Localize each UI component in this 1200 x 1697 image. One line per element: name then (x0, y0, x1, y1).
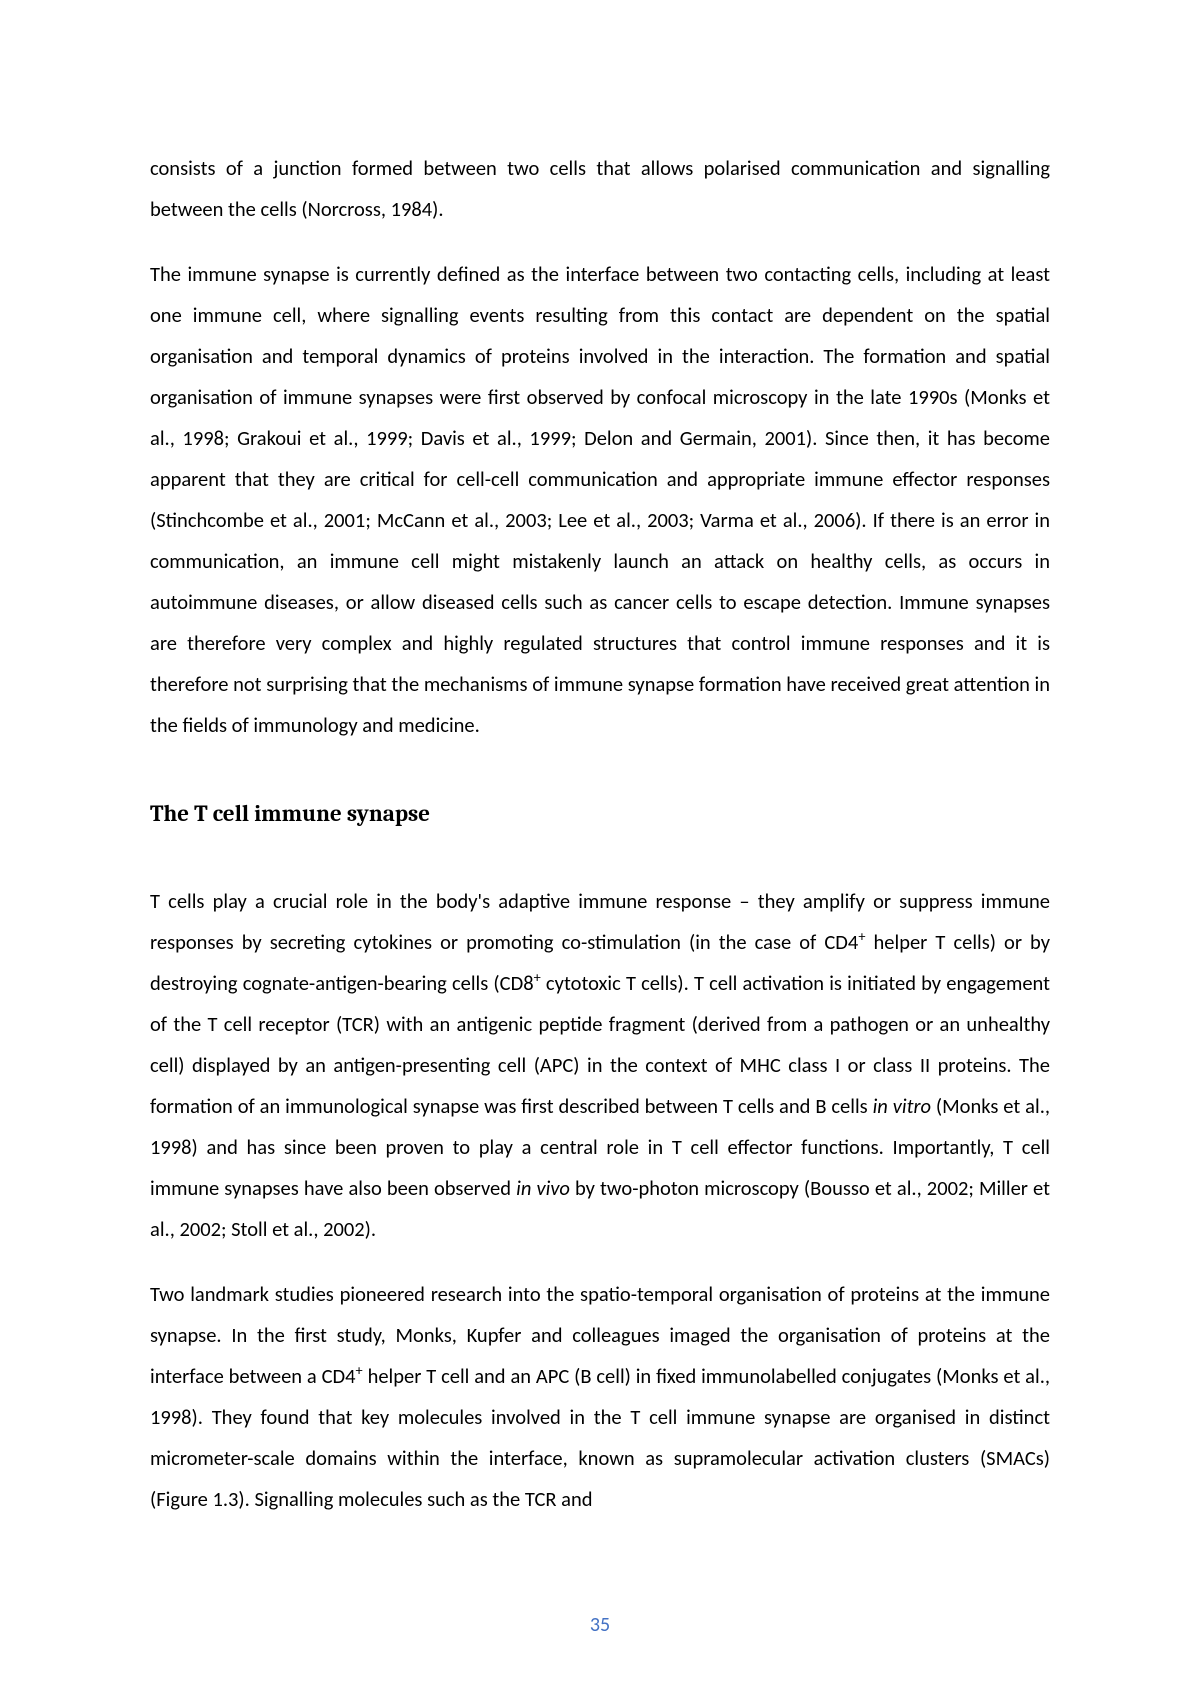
paragraph-3: T cells play a crucial role in the body'… (150, 881, 1050, 1250)
paragraph-2: The immune synapse is currently defined … (150, 254, 1050, 746)
page-number: 35 (0, 1613, 1200, 1637)
p3-superscript-2: + (534, 968, 541, 986)
p3-italic-2: in vivo (516, 1175, 570, 1201)
section-heading: The T cell immune synapse (150, 800, 1050, 827)
p4-superscript-1: + (356, 1361, 363, 1379)
paragraph-1: consists of a junction formed between tw… (150, 148, 1050, 230)
paragraph-4: Two landmark studies pioneered research … (150, 1274, 1050, 1520)
p3-italic-1: in vitro (873, 1093, 931, 1119)
